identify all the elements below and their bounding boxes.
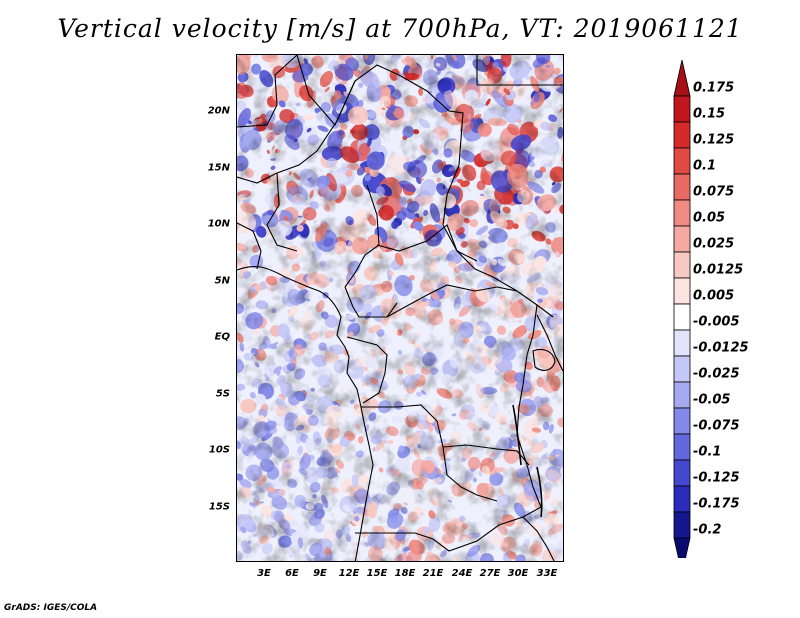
border-north-2 (296, 55, 356, 127)
lat-label-15n: 15N (207, 162, 230, 174)
lake-malawi (536, 466, 543, 518)
colorbar-label-0.175: 0.175 (693, 80, 735, 96)
lon-label-12e: 12E (338, 568, 360, 579)
border-chad (344, 184, 380, 288)
colorbar-bin (673, 329, 691, 357)
colorbar-bin (673, 381, 691, 409)
border-nigeria (266, 172, 298, 252)
border-drc-west (346, 336, 388, 404)
colorbar-bin (673, 459, 691, 487)
border-cameroon (344, 286, 398, 318)
lon-label-3e: 3E (257, 568, 271, 579)
border-south (355, 506, 542, 552)
lat-label-10n: 10N (207, 218, 230, 230)
colorbar-label-neg-0.175: -0.175 (693, 496, 740, 512)
colorbar-bin (673, 225, 691, 253)
colorbar-label-0.125: 0.125 (693, 132, 735, 148)
coastline-west (237, 265, 374, 561)
lon-label-24e: 24E (451, 568, 473, 579)
colorbar-label-neg-0.2: -0.2 (693, 522, 722, 538)
colorbar-bin (673, 485, 691, 513)
colorbar-bin (673, 407, 691, 435)
colorbar-bin (673, 251, 691, 279)
border-north-3 (237, 55, 298, 128)
colorbar-bottom-arrow (673, 537, 691, 558)
colorbar-label-0.15: 0.15 (693, 106, 726, 122)
lon-label-21e: 21E (422, 568, 444, 579)
colorbar-label-neg-0.005: -0.005 (693, 314, 740, 330)
border-mozambique (522, 516, 555, 561)
colorbar-label-neg-0.05: -0.05 (693, 392, 731, 408)
lat-label-5s: 5S (215, 388, 230, 400)
vertical-velocity-field (237, 55, 563, 561)
lon-label-15e: 15E (366, 568, 388, 579)
lon-label-33e: 33E (536, 568, 558, 579)
colorbar-bin (673, 173, 691, 201)
border-benin (237, 222, 262, 270)
lat-label-10s: 10S (208, 444, 230, 456)
colorbar-label-0.075: 0.075 (693, 184, 735, 200)
border-car (376, 224, 518, 292)
colorbar-bin (673, 511, 691, 539)
colorbar-bin (673, 95, 691, 123)
border-angola (361, 404, 498, 502)
border-zambia (442, 444, 530, 466)
lat-label-20n: 20N (207, 105, 230, 117)
lat-label-5n: 5N (214, 275, 230, 287)
lat-label-15s: 15S (208, 501, 230, 513)
colorbar-label-neg-0.0125: -0.0125 (693, 340, 749, 356)
colorbar-label-neg-0.025: -0.025 (693, 366, 740, 382)
colorbar-bin (673, 303, 691, 331)
colorbar-label-neg-0.125: -0.125 (693, 470, 740, 486)
border-east-lakes (536, 314, 563, 372)
lon-label-6e: 6E (285, 568, 299, 579)
lon-label-30e: 30E (507, 568, 529, 579)
lake-victoria (532, 348, 556, 371)
map-plot-area (236, 54, 564, 562)
colorbar-label-0.025: 0.025 (693, 236, 735, 252)
grads-credit: GrADS: IGES/COLA (4, 603, 98, 613)
lat-label-eq: EQ (214, 331, 230, 343)
map-title: Vertical velocity [m/s] at 700hPa, VT: 2… (57, 14, 743, 43)
country-borders (237, 55, 563, 561)
colorbar-label-0.1: 0.1 (693, 158, 717, 174)
lake-tanganyika (512, 404, 522, 466)
colorbar-label-0.005: 0.005 (693, 288, 735, 304)
colorbar-label-0.05: 0.05 (693, 210, 726, 226)
colorbar-bin (673, 433, 691, 461)
colorbar (673, 60, 691, 558)
border-north-1 (237, 64, 478, 262)
lon-label-18e: 18E (394, 568, 416, 579)
colorbar-label-neg-0.1: -0.1 (693, 444, 722, 460)
border-drc-east (516, 304, 542, 508)
colorbar-label-0.0125: 0.0125 (693, 262, 744, 278)
colorbar-bin (673, 199, 691, 227)
lon-label-27e: 27E (479, 568, 501, 579)
colorbar-bin (673, 147, 691, 175)
colorbar-bin (673, 355, 691, 383)
lon-label-9e: 9E (313, 568, 327, 579)
colorbar-top-arrow (673, 60, 691, 97)
colorbar-bin (673, 121, 691, 149)
colorbar-label-neg-0.075: -0.075 (693, 418, 740, 434)
colorbar-bin (673, 277, 691, 305)
border-congo (386, 284, 554, 318)
